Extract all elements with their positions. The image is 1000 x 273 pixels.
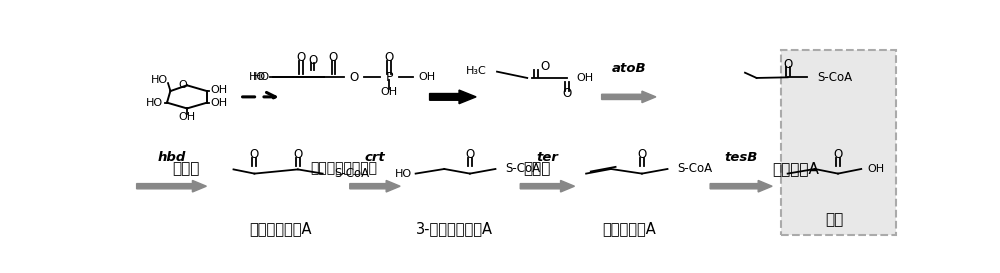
Text: 丙酮酸: 丙酮酸 (524, 161, 551, 176)
Text: OH: OH (576, 73, 593, 83)
FancyArrow shape (602, 91, 656, 103)
Text: tesB: tesB (724, 151, 758, 164)
Text: 3-羟基丁酰辅酶A: 3-羟基丁酰辅酶A (416, 221, 493, 236)
Text: 乙酰乙酰辅酶A: 乙酰乙酰辅酶A (249, 221, 311, 236)
Text: O: O (637, 148, 647, 161)
Text: HO: HO (146, 98, 163, 108)
Text: H₃C: H₃C (466, 66, 487, 76)
Text: OH: OH (178, 112, 196, 122)
Text: hbd: hbd (157, 151, 186, 164)
Text: O: O (385, 51, 394, 64)
Text: O: O (250, 148, 259, 161)
Text: OH: OH (211, 85, 228, 95)
Text: O: O (178, 80, 187, 90)
Text: 丁酸: 丁酸 (825, 212, 843, 227)
Text: S-CoA: S-CoA (334, 167, 369, 180)
Text: ter: ter (536, 151, 558, 164)
FancyArrow shape (710, 180, 772, 192)
Text: OH: OH (419, 72, 436, 82)
FancyArrow shape (520, 180, 574, 192)
Text: HO: HO (395, 169, 412, 179)
Text: O: O (833, 148, 843, 161)
Text: O: O (562, 87, 571, 100)
Text: OH: OH (381, 87, 398, 97)
Text: 巴豆酰辅酶A: 巴豆酰辅酶A (602, 221, 656, 236)
Text: O: O (465, 148, 475, 161)
Text: O: O (349, 71, 358, 84)
Text: 磷酸烯醇式丙酮酸: 磷酸烯醇式丙酮酸 (310, 161, 377, 175)
Text: O: O (293, 148, 302, 161)
Text: S-CoA: S-CoA (817, 71, 852, 84)
Text: S-CoA: S-CoA (506, 162, 541, 176)
Text: O: O (329, 51, 338, 64)
Text: 乙酰辅酶A: 乙酰辅酶A (772, 161, 819, 176)
Text: O: O (296, 51, 306, 64)
Text: HO: HO (151, 75, 168, 85)
Bar (781, 50, 896, 235)
Text: OH: OH (867, 164, 885, 174)
Text: O: O (783, 58, 792, 71)
Text: O: O (540, 60, 550, 73)
Text: crt: crt (365, 151, 385, 164)
FancyArrow shape (137, 180, 206, 192)
Text: O: O (308, 54, 317, 67)
FancyArrow shape (350, 180, 400, 192)
Text: HO: HO (253, 72, 270, 82)
Text: HO: HO (249, 72, 266, 82)
FancyArrow shape (430, 90, 476, 104)
Text: P: P (386, 71, 393, 84)
Text: S-CoA: S-CoA (678, 162, 713, 176)
Text: atoB: atoB (611, 62, 646, 75)
Text: 葡萄糖: 葡萄糖 (172, 161, 199, 176)
Text: OH: OH (211, 98, 228, 108)
